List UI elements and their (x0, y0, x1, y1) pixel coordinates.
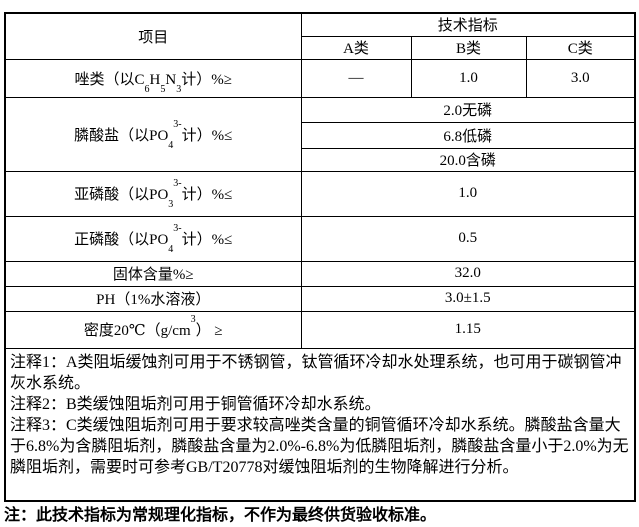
table-row-solid-content: 固体含量%≥ 32.0 (4, 260, 636, 287)
footer-note: 注：此技术指标为常规理化指标，不作为最终供货验收标准。 (4, 507, 437, 524)
spec-table: 项目 技术指标 A类 B类 C类 唑类（以C6H5N3计）%≥ —1.0 3.0 膦酸… (4, 12, 637, 502)
col-header-class-a: A类 (300, 35, 412, 60)
header-row-2: A类 B类 C类 (5, 35, 636, 60)
row-label: PH（1%水溶液） (4, 285, 302, 312)
col-header-class-b: B类 (410, 35, 527, 60)
row-value: 1.0 (410, 58, 527, 98)
row-value: 0.5 (300, 215, 636, 262)
table-row-phosphonate-1: 6.8低磷 (5, 121, 636, 149)
row-label: 亚磷酸（以PO33-计）%≤ (4, 170, 302, 217)
row-value: 3.0 (525, 58, 636, 98)
row-label: 密度20℃（g/cm3） ≥ (4, 310, 302, 349)
col-header-item: 项目 (4, 12, 302, 60)
row-value: 20.0含磷 (300, 147, 636, 172)
row-value: — (300, 58, 412, 98)
row-value: 32.0 (300, 260, 636, 287)
row-value: 1.0 (300, 170, 636, 217)
table-row-orthophosphoric-acid: 正磷酸（以PO43-计）%≤ 0.5 (4, 215, 636, 262)
table-row-ph: PH（1%水溶液） 3.0±1.5 (4, 285, 636, 312)
table-note-1: 注释1：A类阻垢缓蚀剂可用于不锈钢管，钛管循环冷却水处理系统，也可用于碳钢管冲灰… (10, 353, 622, 392)
row-value: 3.0±1.5 (300, 285, 636, 312)
row-label: 膦酸盐（以PO43-计）%≤ (4, 96, 302, 172)
row-label: 唑类（以C6H5N3计）%≥ (4, 58, 302, 98)
spec-table-head-body: 项目 技术指标 A类 B类 C类 (4, 12, 636, 60)
header-row-1: 项目 技术指标 (4, 12, 636, 60)
col-header-class-c: C类 (525, 35, 636, 60)
row-value: 2.0无磷 (300, 96, 636, 123)
table-row-phosphonate-0: 膦酸盐（以PO43-计）%≤ 2.0无磷 (4, 96, 636, 172)
row-label: 正磷酸（以PO43-计）%≤ (4, 215, 302, 262)
table-row-azoles: 唑类（以C6H5N3计）%≥ —1.0 3.0 (4, 58, 636, 98)
spec-table-body: 唑类（以C6H5N3计）%≥ —1.0 3.0 膦酸盐（以PO43-计）%≤ 2.0无磷… (4, 58, 636, 501)
row-label: 固体含量%≥ (4, 260, 302, 287)
row-value: 1.15 (300, 310, 636, 349)
table-note-3: 注释3：C类缓蚀阻垢剂可用于要求较高唑类含量的铜管循环冷却水系统。膦酸盐含量大于… (10, 416, 629, 476)
row-value: 6.8低磷 (300, 121, 636, 149)
table-row-phosphorous-acid: 亚磷酸（以PO33-计）%≤ 1.0 (4, 170, 636, 217)
col-header-group: 技术指标 (300, 12, 636, 37)
table-row-notes: 注释1：A类阻垢缓蚀剂可用于不锈钢管，钛管循环冷却水处理系统，也可用于碳钢管冲灰… (4, 347, 636, 501)
table-row-density: 密度20℃（g/cm3） ≥1.15 (4, 310, 636, 349)
notes-cell: 注释1：A类阻垢缓蚀剂可用于不锈钢管，钛管循环冷却水处理系统，也可用于碳钢管冲灰… (4, 347, 636, 501)
table-note-2: 注释2：B类缓蚀阻垢剂可用于铜管循环冷却水系统。 (10, 395, 381, 413)
